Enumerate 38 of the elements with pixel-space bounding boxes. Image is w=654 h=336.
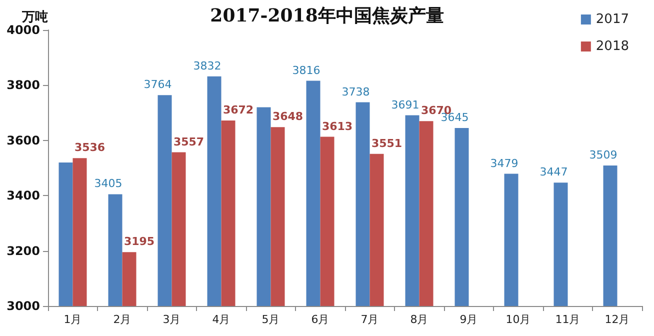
data-label: 3764 [144,78,172,92]
x-tick-label: 6月 [311,313,330,326]
data-label: 3672 [222,104,254,117]
y-tick-label: 3000 [6,299,40,313]
y-tick-label: 3800 [6,78,40,92]
data-label: 3738 [342,85,370,98]
x-tick-label: 10月 [506,313,531,326]
data-label: 3832 [193,59,222,72]
legend-label: 2018 [596,39,630,54]
data-label: 3479 [490,156,518,170]
y-tick-label: 3400 [6,188,40,203]
y-tick-label: 3200 [6,244,40,258]
x-tick-label: 9月 [460,313,478,326]
x-tick-label: 12月 [604,313,630,326]
y-tick-label: 3600 [6,133,40,148]
y-axis-title: 万吨 [21,10,48,25]
data-label: 3405 [94,177,122,190]
chart-title: 2017-2018年中国焦炭产量 [210,6,444,26]
y-tick-label: 4000 [6,23,40,37]
data-label: 3613 [322,120,353,133]
x-tick-label: 5月 [262,313,280,326]
data-label: 3691 [391,98,420,112]
data-label: 3816 [292,64,320,77]
legend-label: 2017 [596,12,630,27]
x-tick-label: 7月 [360,313,379,326]
x-tick-label: 11月 [555,313,580,326]
data-label: 3551 [371,136,402,150]
data-label: 3447 [540,166,568,179]
x-tick-label: 1月 [64,313,82,326]
x-tick-label: 2月 [113,313,132,326]
data-label: 3557 [173,135,204,148]
data-label: 3536 [74,141,106,154]
x-tick-label: 4月 [212,313,230,326]
x-tick-label: 8月 [410,313,428,326]
x-tick-label: 3月 [162,313,181,326]
data-label: 3648 [272,110,304,124]
data-label: 3509 [589,148,618,162]
data-label: 3195 [124,235,155,248]
